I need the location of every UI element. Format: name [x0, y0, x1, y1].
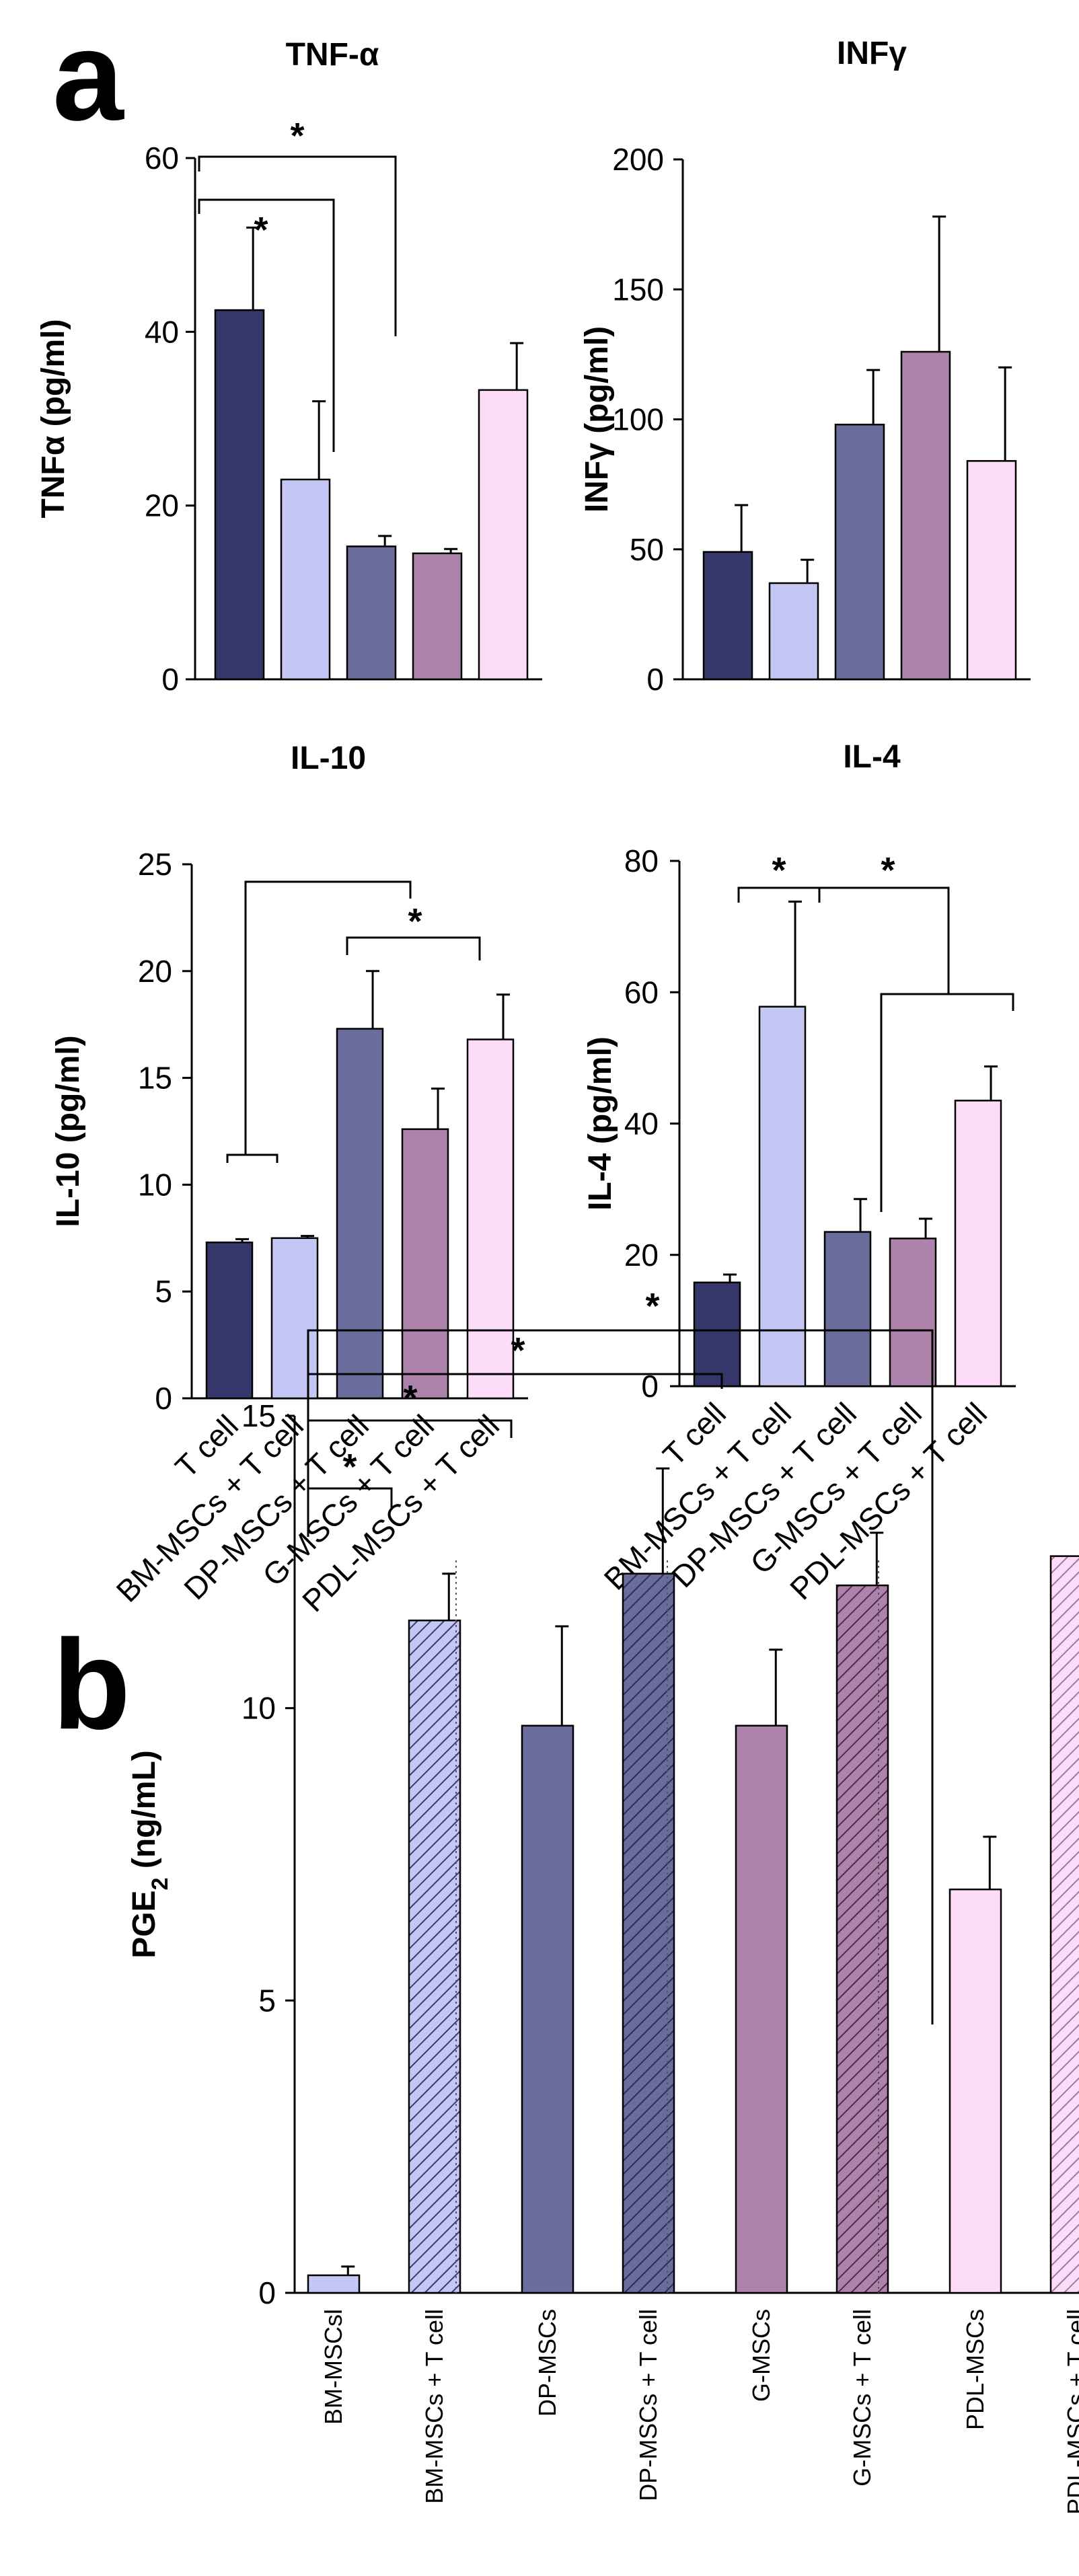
pge2-category-label-2: DP-MSCs [533, 2309, 561, 2417]
il10-sig-pair [226, 1153, 278, 1163]
pge2-category-label-6: PDL-MSCs [961, 2309, 989, 2430]
il10-y-tick-label: 10 [138, 1167, 172, 1202]
pge2-sig-0-6 [307, 1329, 934, 2024]
il4-y-tick-label: 20 [624, 1238, 659, 1273]
tnf-bar-0 [214, 309, 265, 681]
il10-bar-0 [205, 1241, 254, 1400]
tnf-bar-4 [478, 389, 529, 681]
tnf-bar-1 [280, 478, 331, 681]
tnf-bar-3 [412, 552, 463, 681]
il10-sig-2-4-star: * [408, 901, 422, 942]
il4-sig-0-1-star: * [772, 850, 786, 891]
pge2-y-tick-label: 10 [241, 1691, 276, 1726]
pge2-bar-4 [735, 1725, 788, 2294]
tnf-y-tick-label: 60 [145, 141, 179, 176]
il4-sig-1-group-star: * [881, 850, 895, 891]
il10-y-tick-label: 25 [138, 847, 172, 882]
il4-sig-group-bracket [880, 993, 1014, 1212]
il10-title: IL-10 [291, 741, 366, 776]
pge2-sig-0-4-star: * [511, 1330, 525, 1371]
pge2-chart: PGE2 (ng/mL) 0 5 10 15 BM-MSCsl BM-MSCs + T ce… [126, 1286, 1079, 2515]
il10-bar-4 [466, 1038, 515, 1400]
pge2-bar-6 [948, 1888, 1002, 2294]
infg-bar-3 [900, 350, 951, 681]
il4-y-tick-label: 60 [624, 975, 659, 1010]
pge2-y-tick-label: 0 [258, 2275, 276, 2310]
tnf-sig-0-2-star: * [254, 210, 268, 250]
il10-bar-1 [270, 1237, 319, 1400]
pge2-category-label-0: BM-MSCsl [320, 2309, 347, 2425]
tnf-y-tick-label: 20 [145, 488, 179, 523]
pge2-category-label-1: BM-MSCs + T cell [420, 2309, 448, 2504]
il10-y-tick-label: 5 [155, 1274, 172, 1309]
il4-sig-1-group [819, 886, 950, 994]
il4-bar-2 [823, 1231, 872, 1388]
il10-y-tick-label: 20 [138, 954, 172, 989]
pge2-sig-0-1-star: * [342, 1447, 357, 1487]
il4-bar-1 [758, 1006, 807, 1388]
pge2-category-label-3: DP-MSCs + T cell [634, 2309, 662, 2501]
il10-ylabel: IL-10 (pg/ml) [50, 1035, 86, 1227]
il10-sig-wide [244, 880, 412, 1155]
infg-title: INFγ [837, 36, 907, 71]
pge2-sig-0-6-star: * [645, 1286, 659, 1326]
panel-letter-a: a [52, 5, 124, 147]
infg-y-tick-label: 200 [612, 142, 664, 177]
il10-sig-2-4 [346, 936, 481, 960]
infg-y-tick-label: 50 [630, 532, 664, 567]
infg-y-tick-label: 150 [612, 272, 664, 307]
il4-bar-0 [693, 1281, 741, 1388]
tnf-sig-0-2 [198, 198, 335, 452]
pge2-y-tick-label: 5 [258, 1983, 276, 2018]
tnf-sig-0-3 [198, 155, 397, 336]
il4-bar-4 [954, 1100, 1002, 1388]
tnf-chart: TNF-α TNFα (pg/ml) 0 20 40 60 * * [36, 37, 542, 697]
tnf-ylabel: TNFα (pg/ml) [36, 319, 71, 518]
pge2-bar-5 [835, 1584, 889, 2294]
il4-sig-0-1 [737, 886, 821, 903]
panel-letter-b: b [52, 1614, 131, 1756]
infg-ylabel: INFγ (pg/ml) [579, 326, 615, 513]
pge2-bar-0 [307, 2274, 361, 2294]
tnf-bar-2 [346, 545, 397, 681]
infg-bar-0 [702, 551, 753, 681]
pge2-bar-2 [521, 1725, 574, 2294]
pge2-ylabel: PGE2 (ng/mL) [126, 1750, 173, 1959]
pge2-category-label-4: G-MSCs [747, 2309, 775, 2402]
pge2-category-label-7: PDL-MSCs + T cell [1062, 2309, 1079, 2515]
il10-bar-2 [336, 1028, 384, 1400]
infg-bar-2 [834, 423, 885, 681]
infg-y-tick-label: 100 [612, 402, 664, 437]
il4-bar-3 [889, 1238, 937, 1388]
il4-ylabel: IL-4 (pg/ml) [583, 1036, 618, 1211]
tnf-sig-0-3-star: * [290, 116, 304, 156]
pge2-bar-3 [622, 1573, 675, 2294]
il4-title: IL-4 [843, 739, 901, 775]
pge2-bar-1 [408, 1620, 461, 2294]
infg-bar-4 [966, 460, 1017, 681]
il4-y-tick-label: 40 [624, 1106, 659, 1141]
il10-y-tick-label: 0 [155, 1381, 172, 1416]
pge2-category-label-5: G-MSCs + T cell [848, 2309, 876, 2487]
il4-y-tick-label: 80 [624, 843, 659, 878]
infg-bar-1 [768, 582, 819, 681]
pge2-y-tick-label: 15 [241, 1398, 276, 1433]
tnf-y-tick-label: 40 [145, 314, 179, 349]
il10-y-tick-label: 15 [138, 1061, 172, 1096]
infg-y-tick-label: 0 [646, 662, 664, 697]
tnf-title: TNF-α [286, 37, 379, 73]
pge2-bar-7 [1049, 1555, 1079, 2294]
infg-chart: INFγ INFγ (pg/ml) 0 50 100 150 200 [579, 36, 1031, 697]
pge2-sig-0-2-star: * [403, 1378, 417, 1418]
il10-bar-3 [401, 1128, 449, 1400]
tnf-y-tick-label: 0 [161, 662, 179, 697]
